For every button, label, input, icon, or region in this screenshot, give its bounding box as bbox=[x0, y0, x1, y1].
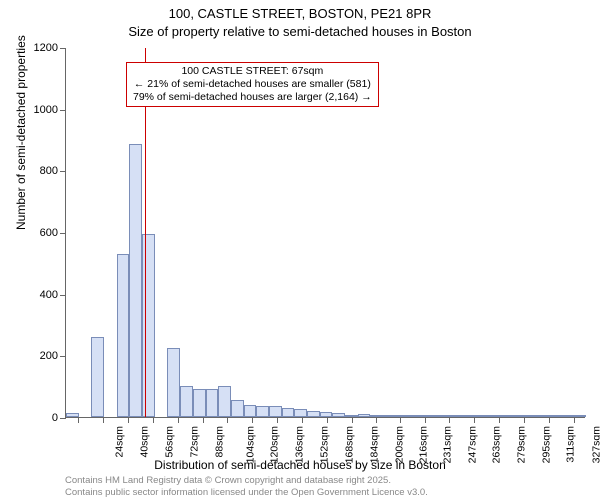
histogram-bar bbox=[358, 414, 371, 417]
histogram-bar bbox=[91, 337, 104, 417]
x-tick bbox=[252, 417, 253, 423]
x-tick bbox=[203, 417, 204, 423]
histogram-bar bbox=[66, 413, 79, 417]
y-tick-label: 400 bbox=[40, 289, 58, 301]
histogram-bar bbox=[244, 405, 257, 417]
x-tick-label: 24sqm bbox=[114, 426, 126, 458]
x-tick bbox=[574, 417, 575, 423]
x-tick bbox=[524, 417, 525, 423]
y-axis-title: Number of semi-detached properties bbox=[14, 35, 28, 230]
x-tick bbox=[499, 417, 500, 423]
x-tick bbox=[327, 417, 328, 423]
y-tick-label: 1000 bbox=[34, 104, 58, 116]
histogram-bar bbox=[307, 411, 320, 417]
x-tick bbox=[302, 417, 303, 423]
histogram-bar bbox=[269, 406, 282, 417]
histogram-bar bbox=[332, 413, 345, 417]
attribution-text: Contains HM Land Registry data © Crown c… bbox=[65, 475, 428, 498]
histogram-bar bbox=[231, 400, 244, 417]
histogram-bar bbox=[129, 144, 142, 417]
y-tick bbox=[60, 418, 66, 419]
histogram-bar bbox=[180, 386, 193, 417]
histogram-bar bbox=[282, 408, 295, 417]
y-tick-label: 1200 bbox=[34, 42, 58, 54]
x-tick bbox=[376, 417, 377, 423]
chart-title-sub: Size of property relative to semi-detach… bbox=[0, 24, 600, 39]
y-tick bbox=[60, 48, 66, 49]
chart-container: 100, CASTLE STREET, BOSTON, PE21 8PR Siz… bbox=[0, 0, 600, 500]
x-tick bbox=[103, 417, 104, 423]
x-axis-title: Distribution of semi-detached houses by … bbox=[0, 458, 600, 472]
histogram-bar bbox=[573, 415, 586, 417]
y-tick-label: 0 bbox=[52, 412, 58, 424]
annotation-line2: ← 21% of semi-detached houses are smalle… bbox=[133, 78, 372, 91]
y-tick bbox=[60, 233, 66, 234]
annotation-line1: 100 CASTLE STREET: 67sqm bbox=[133, 65, 372, 78]
histogram-bar bbox=[167, 348, 180, 417]
x-tick bbox=[400, 417, 401, 423]
histogram-bar bbox=[117, 254, 130, 417]
x-tick bbox=[178, 417, 179, 423]
histogram-bar bbox=[193, 389, 206, 417]
chart-title-main: 100, CASTLE STREET, BOSTON, PE21 8PR bbox=[0, 6, 600, 21]
y-tick bbox=[60, 295, 66, 296]
y-tick-label: 800 bbox=[40, 165, 58, 177]
x-tick bbox=[352, 417, 353, 423]
y-tick bbox=[60, 356, 66, 357]
annotation-box: 100 CASTLE STREET: 67sqm← 21% of semi-de… bbox=[126, 62, 379, 107]
x-tick-label: 56sqm bbox=[164, 426, 176, 458]
histogram-bar bbox=[256, 406, 269, 417]
x-tick bbox=[227, 417, 228, 423]
y-tick bbox=[60, 110, 66, 111]
histogram-bar bbox=[206, 389, 219, 417]
histogram-bar bbox=[561, 415, 574, 417]
plot-area: 02004006008001000120024sqm40sqm56sqm72sq… bbox=[65, 48, 585, 418]
x-tick bbox=[474, 417, 475, 423]
histogram-bar bbox=[218, 386, 231, 417]
histogram-bar bbox=[548, 415, 561, 417]
x-tick-label: 72sqm bbox=[188, 426, 200, 458]
attribution-line1: Contains HM Land Registry data © Crown c… bbox=[65, 475, 428, 486]
histogram-bar bbox=[446, 415, 459, 417]
x-tick bbox=[128, 417, 129, 423]
x-tick bbox=[78, 417, 79, 423]
x-tick bbox=[153, 417, 154, 423]
histogram-bar bbox=[434, 415, 447, 417]
y-tick-label: 200 bbox=[40, 350, 58, 362]
histogram-bar bbox=[535, 415, 548, 417]
y-tick bbox=[60, 171, 66, 172]
y-tick-label: 600 bbox=[40, 227, 58, 239]
histogram-bar bbox=[459, 415, 472, 417]
attribution-line2: Contains public sector information licen… bbox=[65, 487, 428, 498]
x-tick bbox=[277, 417, 278, 423]
x-tick-label: 88sqm bbox=[213, 426, 225, 458]
x-tick-label: 40sqm bbox=[139, 426, 151, 458]
x-tick bbox=[449, 417, 450, 423]
histogram-bar bbox=[408, 415, 421, 417]
annotation-line3: 79% of semi-detached houses are larger (… bbox=[133, 91, 372, 104]
x-tick bbox=[549, 417, 550, 423]
histogram-bar bbox=[142, 234, 155, 417]
x-tick bbox=[425, 417, 426, 423]
histogram-bar bbox=[421, 415, 434, 417]
histogram-bar bbox=[510, 415, 523, 417]
histogram-bar bbox=[396, 415, 409, 417]
histogram-bar bbox=[294, 409, 307, 417]
histogram-bar bbox=[383, 415, 396, 417]
histogram-bar bbox=[485, 415, 498, 417]
